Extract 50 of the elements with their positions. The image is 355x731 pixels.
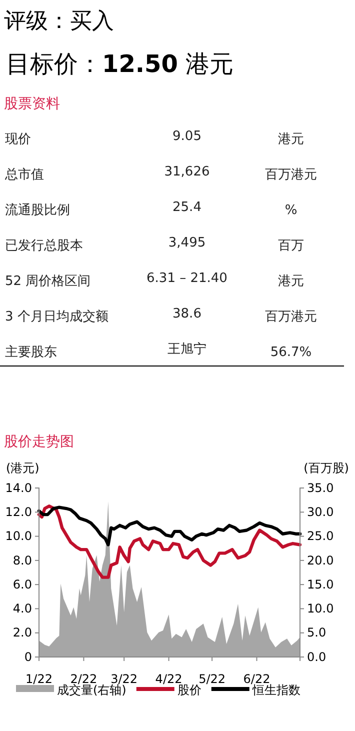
y2-tick-label: 30.0 — [307, 504, 334, 519]
y-tick-label: 12.0 — [5, 504, 32, 519]
text: 52 周价格区间 — [5, 274, 91, 289]
text: 总市值 — [4, 168, 44, 182]
y2-axis-title: (百万股) — [304, 461, 349, 475]
text: % — [284, 203, 298, 218]
text: 38.6 — [172, 306, 202, 322]
text: 3,495 — [168, 236, 206, 250]
text: 百万港元 — [265, 168, 317, 182]
text: 百万 — [278, 238, 304, 254]
text: 已发行总股本 — [5, 238, 83, 254]
text: 25.4 — [172, 200, 202, 215]
y2-tick-label: 0.0 — [307, 650, 326, 664]
text: 评级：买入 — [4, 9, 114, 34]
text: 港元 — [278, 132, 304, 147]
y2-tick-label: 5.0 — [307, 626, 326, 640]
line-series — [37, 504, 302, 579]
text: 现价 — [5, 132, 31, 147]
text: 百万港元 — [265, 310, 317, 324]
y2-tick-label: 20.0 — [307, 553, 334, 568]
x-tick-label: 1/22 — [26, 672, 52, 686]
text: 3 个月日均成交额 — [5, 308, 108, 324]
y-tick-label: 10.0 — [5, 529, 32, 544]
text: 目标价：12.50 港元 — [6, 50, 234, 78]
legend-label: 恒生指数 — [251, 683, 300, 697]
y-tick-label: 4.0 — [12, 602, 32, 616]
y2-tick-label: 25.0 — [307, 529, 334, 544]
y-tick-label: 0 — [24, 650, 32, 664]
line-series — [37, 506, 302, 546]
text: 56.7% — [270, 345, 312, 360]
y2-tick-label: 10.0 — [307, 602, 334, 616]
legend-label: 股价 — [177, 683, 202, 697]
text: 港元 — [278, 274, 304, 289]
y2-tick-label: 15.0 — [307, 577, 334, 592]
text: 股票资料 — [4, 96, 60, 112]
chart-title: 股价走势图 — [4, 434, 74, 450]
legend-label: 成交量(右轴) — [57, 683, 126, 697]
y-tick-label: 6.0 — [12, 577, 32, 592]
text: 6.31 – 21.40 — [146, 271, 228, 286]
text: 王旭宁 — [168, 341, 206, 357]
text: 主要股东 — [5, 344, 57, 360]
y-tick-label: 8.0 — [12, 553, 32, 568]
y-axis-title: (港元) — [6, 461, 40, 475]
x-tick-label: 5/22 — [198, 672, 226, 686]
y-tick-label: 2.0 — [12, 626, 32, 640]
y-tick-label: 14.0 — [5, 480, 32, 495]
text: 31,626 — [164, 164, 210, 180]
text: 流通股比例 — [5, 202, 70, 218]
text: 9.05 — [172, 129, 202, 144]
y2-tick-label: 35.0 — [307, 480, 334, 495]
